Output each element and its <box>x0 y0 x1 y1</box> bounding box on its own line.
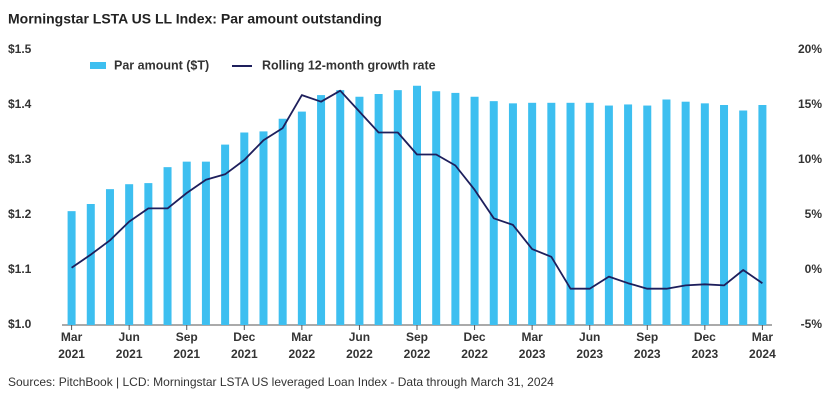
bar <box>662 99 671 325</box>
bar <box>432 91 441 325</box>
x-tick-label: Jun 2023 <box>576 330 603 361</box>
y-tick-label: $1.2 <box>8 207 32 221</box>
bar <box>624 104 633 325</box>
bar <box>508 103 517 325</box>
bar <box>317 95 326 325</box>
bar <box>297 111 306 325</box>
bar <box>374 94 383 325</box>
chart-title: Morningstar LSTA US LL Index: Par amount… <box>8 11 382 27</box>
bar <box>700 103 709 325</box>
bar <box>182 161 191 325</box>
bar <box>86 204 95 325</box>
y2-tick-label: 5% <box>805 207 823 221</box>
bar <box>144 183 153 325</box>
bar <box>336 90 345 326</box>
y2-tick-label: 10% <box>798 152 822 166</box>
bar <box>393 90 402 326</box>
bar <box>739 110 748 325</box>
x-tick-label: Jun 2022 <box>346 330 373 361</box>
x-tick-label: Mar 2022 <box>289 330 316 361</box>
bar <box>585 102 594 325</box>
y-tick-label: $1.3 <box>8 152 32 166</box>
bar <box>67 211 76 325</box>
y-tick-label: $1.5 <box>8 42 32 56</box>
bar <box>259 131 268 325</box>
bar <box>643 105 652 325</box>
x-tick-label: Dec 2022 <box>461 330 488 361</box>
legend-label: Par amount ($T) <box>114 58 209 72</box>
x-tick-label: Mar 2023 <box>519 330 546 361</box>
bar <box>221 144 230 325</box>
bar <box>105 189 114 325</box>
y2-tick-label: 0% <box>805 262 823 276</box>
y2-tick-label: 15% <box>798 97 822 111</box>
y-tick-label: $1.1 <box>8 262 32 276</box>
bar <box>566 102 575 325</box>
x-tick-label: Jun 2021 <box>116 330 143 361</box>
bar <box>355 96 364 325</box>
x-tick-label: Dec 2023 <box>691 330 718 361</box>
bar <box>240 132 249 325</box>
bar <box>125 184 134 325</box>
legend-swatch-bar <box>90 62 106 69</box>
y2-tick-label: 20% <box>798 42 822 56</box>
bar <box>451 92 460 326</box>
bar <box>201 161 210 325</box>
x-tick-label: Mar 2024 <box>749 330 776 361</box>
x-tick-label: Dec 2021 <box>231 330 258 361</box>
bar <box>604 105 613 325</box>
x-tick-label: Sep 2023 <box>634 330 661 361</box>
growth-line <box>71 89 763 290</box>
y-tick-label: $1.4 <box>8 97 32 111</box>
bar <box>413 85 421 325</box>
bar <box>489 101 498 326</box>
bar <box>547 102 556 325</box>
bar <box>720 105 729 325</box>
y2-tick-label: -5% <box>801 317 823 331</box>
source-note: Sources: PitchBook | LCD: Morningstar LS… <box>8 375 554 389</box>
bar <box>470 96 479 325</box>
bar <box>758 105 767 325</box>
x-tick-label: Sep 2021 <box>173 330 200 361</box>
legend-label: Rolling 12-month growth rate <box>262 58 436 72</box>
y-tick-label: $1.0 <box>8 317 32 331</box>
bar <box>163 167 172 325</box>
x-tick-label: Mar 2021 <box>58 330 85 361</box>
bar <box>681 101 690 325</box>
x-tick-label: Sep 2022 <box>404 330 431 361</box>
bar <box>528 102 537 325</box>
bar <box>278 118 287 325</box>
